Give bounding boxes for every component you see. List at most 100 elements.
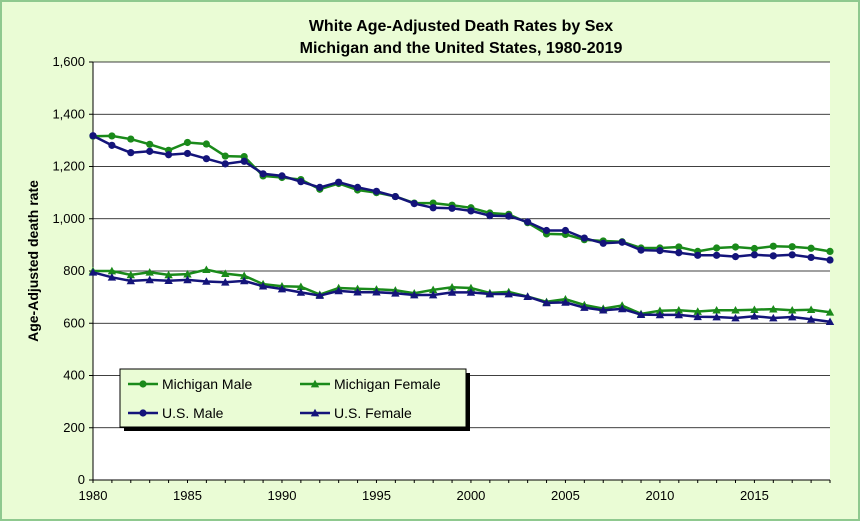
series-lines: [88, 132, 835, 326]
x-tick-label: 1980: [79, 488, 108, 503]
data-point: [127, 149, 135, 157]
data-point: [750, 305, 759, 314]
data-point: [655, 310, 665, 319]
data-point: [807, 244, 815, 252]
data-point: [447, 288, 457, 296]
data-point: [504, 289, 513, 298]
data-point: [505, 212, 513, 220]
data-point: [429, 204, 437, 212]
data-point: [524, 218, 532, 226]
y-tick-label: 1,400: [52, 106, 85, 121]
data-point: [675, 249, 683, 257]
data-point: [221, 152, 229, 160]
data-point: [806, 315, 816, 323]
data-point: [712, 312, 721, 321]
data-point: [825, 308, 835, 316]
legend-label: Michigan Female: [334, 376, 441, 392]
data-point: [523, 292, 532, 300]
data-point: [183, 138, 192, 147]
data-point: [240, 157, 248, 165]
data-point: [428, 285, 438, 294]
data-point: [277, 284, 287, 293]
data-point: [296, 288, 306, 296]
data-point: [731, 253, 740, 261]
series-u-s-female: [88, 268, 835, 326]
data-point: [656, 247, 664, 255]
data-point: [183, 269, 192, 278]
data-point: [353, 287, 362, 296]
data-point: [769, 252, 777, 260]
data-point: [750, 244, 759, 253]
data-point: [788, 243, 796, 251]
data-point: [693, 312, 702, 321]
chart-title-line-2: Michigan and the United States, 1980-201…: [300, 40, 623, 57]
y-axis-label: Age-Adjusted death rate: [25, 180, 41, 342]
data-point: [164, 276, 173, 285]
x-tick-label: 2015: [740, 488, 769, 503]
data-point: [410, 290, 419, 299]
data-point: [674, 305, 684, 314]
data-point: [467, 207, 475, 215]
legend-item: U.S. Female: [300, 405, 412, 421]
series-line: [92, 134, 831, 262]
x-tick-label: 2005: [551, 488, 580, 503]
data-point: [731, 305, 740, 314]
x-tick-label: 2010: [645, 488, 674, 503]
data-point: [599, 305, 608, 314]
data-point: [146, 147, 154, 155]
data-point: [202, 140, 210, 148]
data-point: [334, 286, 343, 295]
data-point: [712, 305, 721, 314]
data-point: [108, 141, 116, 149]
data-point: [239, 276, 249, 285]
data-point: [221, 269, 230, 277]
data-point: [675, 243, 683, 251]
data-point: [806, 305, 816, 314]
data-point: [107, 273, 117, 281]
data-point: [372, 287, 381, 296]
data-point: [485, 289, 495, 298]
data-point: [146, 140, 154, 148]
y-tick-label: 800: [63, 263, 85, 278]
data-point: [636, 310, 646, 318]
data-point: [335, 178, 343, 186]
x-tick-label: 1995: [362, 488, 391, 503]
x-tick-label: 1985: [173, 488, 202, 503]
y-tick-label: 400: [63, 368, 85, 383]
series-u-s-male: [89, 132, 834, 264]
y-tick-label: 1,000: [52, 211, 85, 226]
data-point: [750, 251, 759, 259]
data-point: [561, 298, 570, 306]
data-point: [655, 306, 665, 315]
legend-item: Michigan Female: [300, 376, 441, 392]
legend-marker: [139, 380, 147, 388]
data-point: [788, 251, 796, 259]
series-line: [92, 271, 831, 323]
data-point: [788, 312, 797, 321]
legend-item: U.S. Male: [128, 405, 224, 421]
data-point: [542, 226, 551, 235]
data-point: [580, 234, 588, 242]
data-point: [713, 251, 721, 259]
data-point: [694, 251, 702, 259]
data-point: [221, 160, 229, 168]
legend-item: Michigan Male: [128, 376, 252, 392]
legend: Michigan Male Michigan Female U.S. Male U.S…: [119, 368, 470, 431]
data-point: [259, 170, 267, 178]
data-point: [202, 155, 210, 163]
data-point: [296, 282, 306, 291]
data-point: [183, 275, 192, 284]
data-point: [239, 271, 249, 280]
data-point: [788, 305, 797, 314]
data-point: [316, 183, 324, 191]
data-point: [825, 317, 835, 326]
data-point: [580, 303, 589, 311]
data-point: [391, 289, 400, 297]
series-line: [93, 268, 831, 316]
y-tick-label: 1,200: [52, 159, 85, 174]
legend-label: Michigan Male: [162, 376, 252, 392]
data-point: [353, 183, 362, 191]
y-tick-label: 1,600: [52, 54, 85, 69]
data-point: [731, 313, 740, 322]
